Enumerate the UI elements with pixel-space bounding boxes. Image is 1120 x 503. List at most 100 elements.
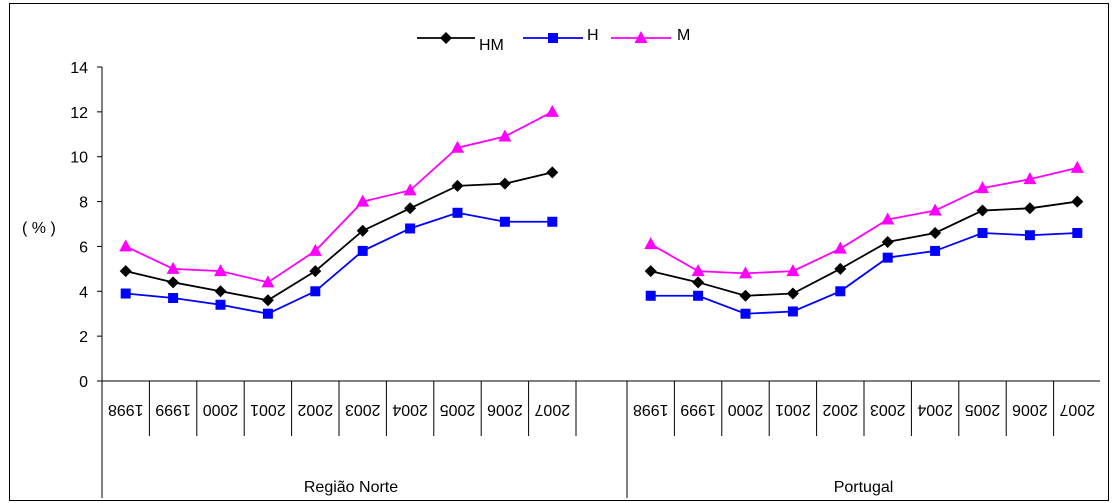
x-tick-label: 1999 [155, 401, 191, 418]
data-point [119, 239, 133, 252]
data-point [214, 285, 227, 298]
data-point [976, 181, 989, 194]
series-line [650, 200, 1078, 297]
data-point [929, 226, 942, 239]
y-tick-label: 12 [70, 105, 88, 122]
data-point [452, 207, 463, 218]
x-tick-label: 2003 [345, 401, 381, 418]
data-point [834, 262, 847, 275]
x-tick-label: 2000 [728, 401, 764, 418]
x-tick-label: 2004 [392, 401, 428, 418]
y-tick-label: 8 [79, 195, 88, 212]
plot-area [119, 104, 1084, 319]
legend-item-M: M [611, 27, 690, 44]
chart-frame [9, 3, 1109, 501]
data-point [881, 235, 894, 248]
series-HM [119, 166, 1084, 307]
data-point [692, 276, 705, 289]
data-point [356, 224, 369, 237]
series-line [125, 211, 553, 315]
data-point [261, 275, 275, 288]
y-tick-label: 0 [79, 374, 88, 391]
data-point [977, 227, 988, 238]
data-point [310, 286, 321, 297]
data-point [881, 212, 895, 225]
data-point [787, 306, 798, 317]
legend-item-HM: HM [417, 32, 504, 54]
data-point [739, 266, 752, 279]
data-point [1023, 202, 1036, 215]
legend-marker [634, 31, 648, 43]
data-point [1071, 195, 1084, 208]
x-tick-label: 2006 [1012, 401, 1048, 418]
legend-item-H: H [523, 27, 599, 44]
y-axis-label: ( % ) [22, 220, 56, 237]
series-line [125, 171, 553, 302]
data-point [308, 243, 322, 256]
data-point [120, 288, 131, 299]
data-point [693, 290, 704, 301]
data-point [214, 264, 227, 277]
x-tick-label: 1998 [633, 401, 669, 418]
data-point [930, 245, 941, 256]
data-point [168, 293, 179, 304]
data-point [499, 216, 510, 227]
x-tick-label: 2002 [822, 401, 858, 418]
x-tick-label: 2003 [870, 401, 906, 418]
data-point [545, 104, 559, 117]
y-tick-label: 2 [79, 329, 88, 346]
data-point [451, 140, 464, 153]
x-tick-label: 2006 [487, 401, 523, 418]
x-tick-label: 2005 [965, 401, 1001, 418]
series-M [119, 104, 1084, 288]
data-point [786, 287, 799, 300]
x-tick-label: 1999 [680, 401, 716, 418]
data-point [882, 252, 893, 263]
data-point [405, 223, 416, 234]
x-axis: 1998 1999 2000 2001 2002 2003 2004 2005 2006 2007… [101, 380, 1100, 498]
data-point [835, 286, 846, 297]
data-point [546, 166, 559, 179]
data-point [261, 294, 274, 307]
data-point [309, 265, 322, 278]
legend-marker [440, 32, 452, 44]
x-tick-label: 2001 [250, 401, 286, 418]
data-point [451, 179, 464, 192]
data-point [976, 204, 989, 217]
data-point [644, 237, 658, 250]
group-label: Região Norte [304, 479, 398, 496]
data-point [498, 129, 512, 142]
data-point [215, 299, 226, 310]
x-tick-label: 2001 [775, 401, 811, 418]
data-point [167, 276, 180, 289]
y-tick-label: 10 [70, 150, 88, 167]
data-point [928, 203, 942, 216]
x-tick-label: 2004 [917, 401, 953, 418]
data-point [786, 264, 800, 277]
legend: HMH M [417, 27, 690, 54]
data-point [1072, 227, 1083, 238]
data-point [547, 216, 558, 227]
legend-label: H [587, 27, 599, 44]
x-tick-label: 1998 [108, 401, 144, 418]
x-tick-label: 2007 [534, 401, 570, 418]
data-point [739, 289, 752, 302]
series-line [125, 111, 553, 284]
legend-marker [548, 33, 558, 43]
legend-label: HM [479, 37, 504, 54]
data-point [1023, 172, 1037, 185]
data-point [691, 264, 705, 277]
y-tick-label: 4 [79, 284, 88, 301]
data-point [356, 194, 370, 207]
legend-label: M [677, 27, 690, 44]
data-point [740, 308, 751, 319]
data-point [404, 202, 417, 215]
data-point [833, 241, 847, 254]
data-point [119, 265, 132, 278]
data-point [166, 261, 180, 274]
data-point [403, 183, 417, 196]
data-point [645, 290, 656, 301]
series-line [650, 232, 1078, 315]
y-tick-label: 14 [70, 60, 88, 77]
